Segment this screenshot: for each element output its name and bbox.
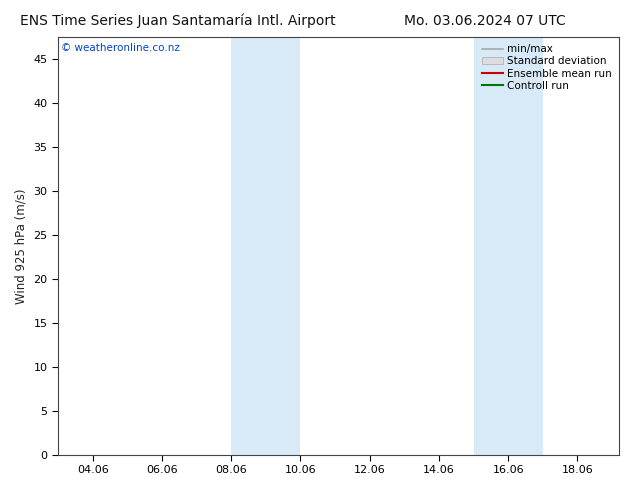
Bar bbox=[231, 37, 301, 455]
Bar bbox=[474, 37, 543, 455]
Text: © weatheronline.co.nz: © weatheronline.co.nz bbox=[61, 43, 180, 53]
Text: ENS Time Series Juan Santamaría Intl. Airport: ENS Time Series Juan Santamaría Intl. Ai… bbox=[20, 14, 335, 28]
Legend: min/max, Standard deviation, Ensemble mean run, Controll run: min/max, Standard deviation, Ensemble me… bbox=[480, 42, 614, 93]
Y-axis label: Wind 925 hPa (m/s): Wind 925 hPa (m/s) bbox=[15, 188, 28, 304]
Text: Mo. 03.06.2024 07 UTC: Mo. 03.06.2024 07 UTC bbox=[404, 14, 566, 28]
